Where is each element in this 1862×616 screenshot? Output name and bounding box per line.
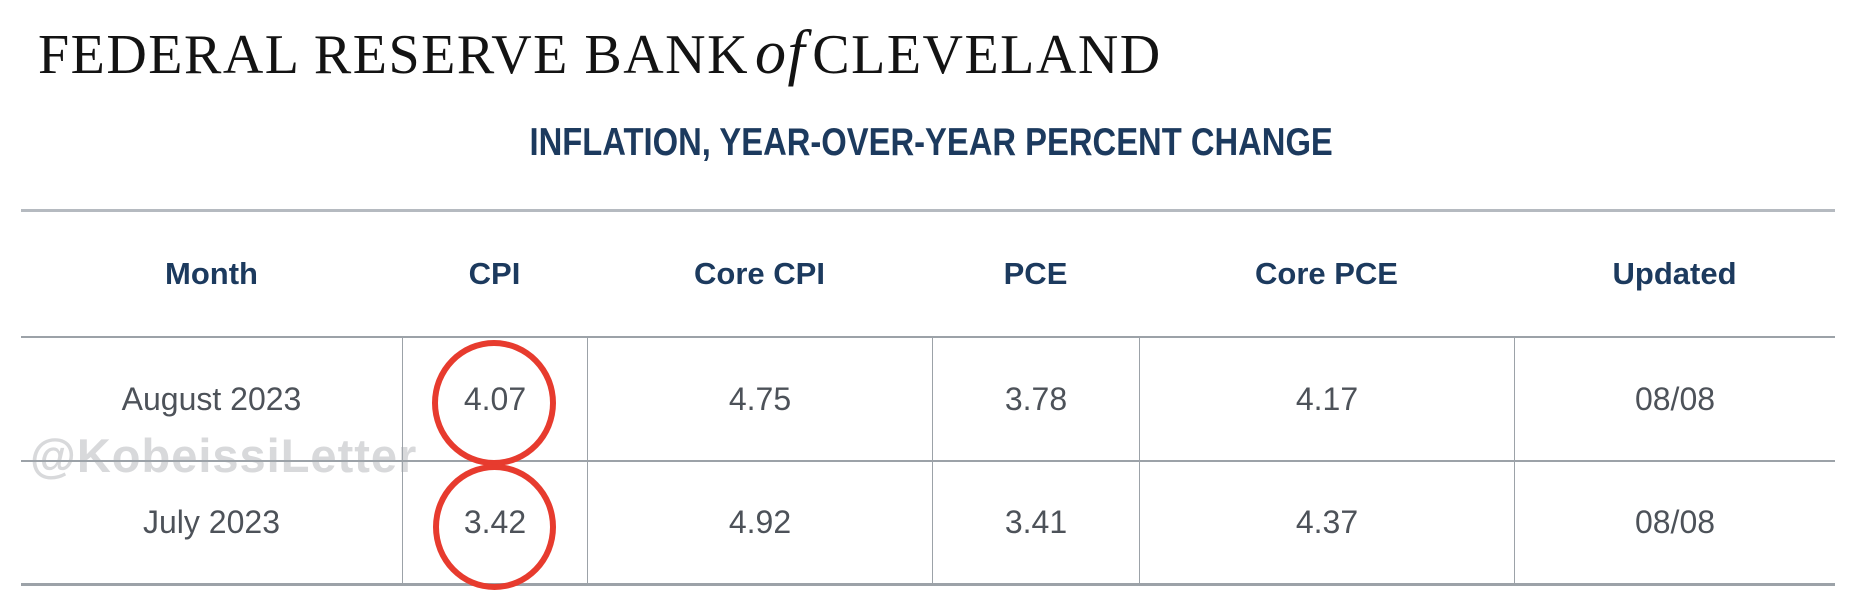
table-row-august-2023: August 2023 4.07 4.75 3.78 4.17 08/08 [21, 338, 1835, 462]
cell-pce: 3.78 [932, 338, 1139, 460]
cell-core-pce: 4.37 [1139, 462, 1514, 583]
header-month: Month [165, 256, 258, 291]
red-circle-annotation-cpi-july [433, 464, 556, 590]
header-core-cpi: Core CPI [694, 256, 825, 291]
cell-month: July 2023 [143, 504, 280, 540]
inflation-table: Month CPI Core CPI PCE Core PCE Updated … [21, 209, 1835, 586]
cell-core-cpi: 4.92 [587, 462, 932, 583]
header-cpi: CPI [468, 256, 521, 291]
bank-logotype-prefix: FEDERAL RESERVE BANK [38, 24, 750, 86]
bank-logotype-of: of [755, 19, 807, 87]
cell-core-cpi: 4.75 [587, 338, 932, 460]
bank-logotype: FEDERAL RESERVE BANKof CLEVELAND [38, 18, 1162, 89]
bank-logotype-suffix: CLEVELAND [812, 24, 1162, 86]
cell-updated: 08/08 [1514, 338, 1835, 460]
header-core-pce: Core PCE [1255, 256, 1398, 291]
page-title-wrap: INFLATION, YEAR-OVER-YEAR PERCENT CHANGE [0, 121, 1862, 165]
table-row-july-2023: July 2023 3.42 4.92 3.41 4.37 08/08 [21, 462, 1835, 586]
page-title: INFLATION, YEAR-OVER-YEAR PERCENT CHANGE [529, 121, 1333, 164]
cell-updated: 08/08 [1514, 462, 1835, 583]
watermark-text: @KobeissiLetter [30, 429, 418, 482]
header-updated: Updated [1612, 256, 1737, 291]
table-header-row: Month CPI Core CPI PCE Core PCE Updated [21, 209, 1835, 338]
cell-pce: 3.41 [932, 462, 1139, 583]
cell-month: August 2023 [121, 380, 302, 417]
header-pce: PCE [1003, 256, 1068, 291]
cell-core-pce: 4.17 [1139, 338, 1514, 460]
red-circle-annotation-cpi-august [432, 340, 556, 466]
